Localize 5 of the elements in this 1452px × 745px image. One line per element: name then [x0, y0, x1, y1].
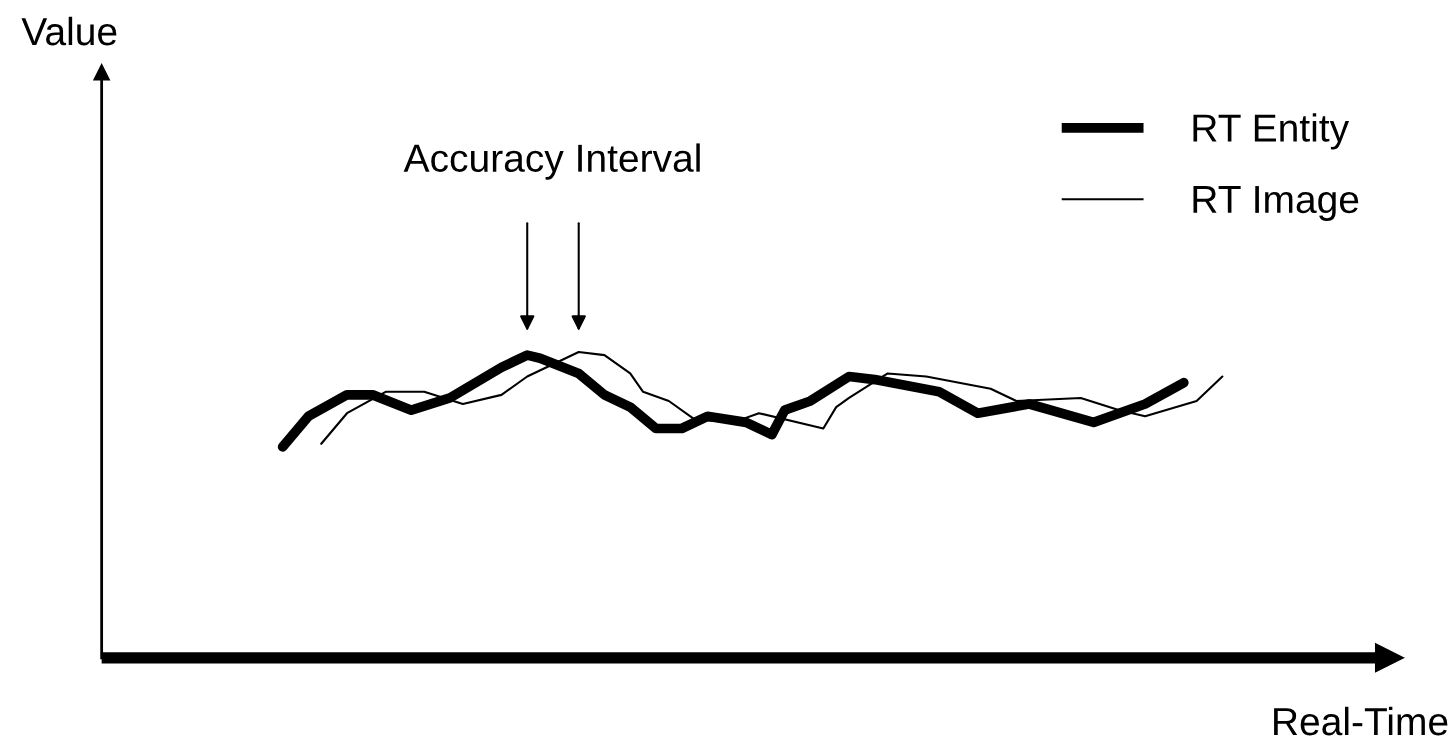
x-axis-title: Real-Time	[1274, 706, 1448, 736]
legend-label: RT Image	[1193, 186, 1359, 221]
text: Accuracy Interval	[403, 143, 700, 180]
text: Value	[21, 16, 117, 46]
legend-label: RT Entity	[1193, 113, 1350, 150]
